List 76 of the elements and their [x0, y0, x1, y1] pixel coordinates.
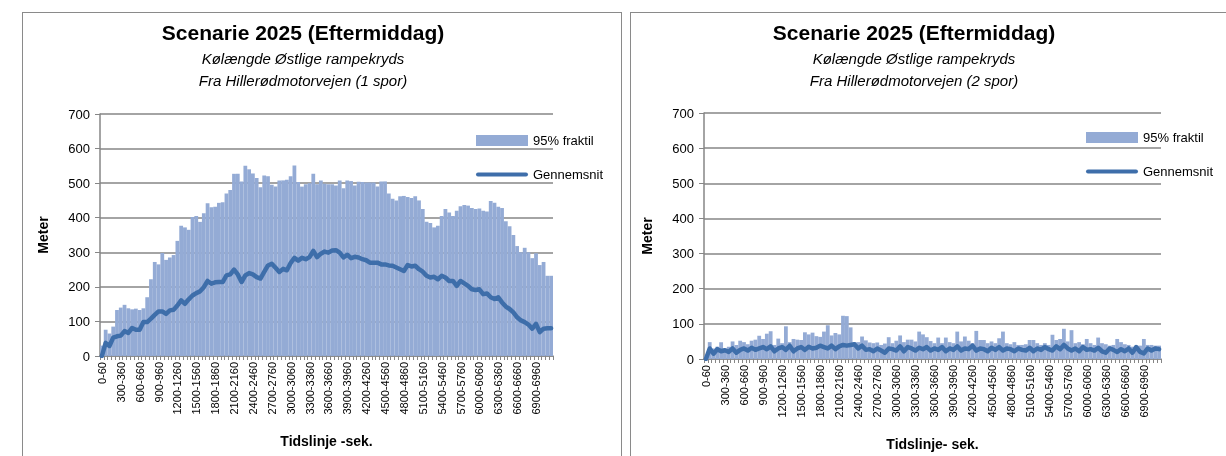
y-tick-label: 300 — [68, 244, 90, 260]
y-tick-label: 300 — [672, 246, 694, 262]
x-tick-label: 3300-3360 — [303, 362, 316, 415]
chart-subtitle: Kølængde Østlige rampekryds Fra Hillerødmotorvejen (2 spor) — [809, 49, 1019, 89]
x-tick-label: 4800-4860 — [1004, 365, 1017, 418]
x-tick-label: 1800-1860 — [209, 362, 222, 415]
y-tick-label: 200 — [672, 281, 694, 297]
x-tick-label: 6000-6060 — [1080, 365, 1093, 418]
x-tick-label: 1500-1560 — [190, 362, 203, 415]
x-axis-title: Tidslinje- sek. — [886, 436, 979, 452]
y-tick-label: 700 — [68, 106, 90, 122]
x-tick-label: 600-660 — [737, 365, 750, 406]
y-tick-label: 400 — [672, 210, 694, 226]
legend-label: 95% fraktil — [1143, 130, 1204, 145]
x-tick-label: 1200-1260 — [171, 362, 184, 415]
x-tick-label: 600-660 — [133, 362, 146, 403]
x-tick-label: 2700-2760 — [871, 365, 884, 418]
x-tick-label: 3300-3360 — [909, 365, 922, 418]
x-tick-label: 300-360 — [718, 365, 731, 406]
y-tick-label: 100 — [68, 313, 90, 329]
y-axis-title: Meter — [639, 216, 655, 255]
x-tick-label: 6300-6360 — [1099, 365, 1112, 418]
x-tick-label: 4500-4560 — [985, 365, 998, 418]
x-tick-label: 2700-2760 — [265, 362, 278, 415]
y-tick-label: 500 — [672, 175, 694, 191]
x-tick-label: 3600-3660 — [928, 365, 941, 418]
x-tick-label: 2400-2460 — [246, 362, 259, 415]
y-tick-label: 0 — [686, 351, 694, 367]
x-tick-label: 3000-3060 — [284, 362, 297, 415]
x-tick-label: 300-360 — [114, 362, 127, 403]
y-tick-label: 600 — [672, 140, 694, 156]
x-tick-label: 2400-2460 — [852, 365, 865, 418]
y-tick-label: 600 — [68, 141, 90, 157]
x-tick-label: 3900-3960 — [947, 365, 960, 418]
x-tick-label: 0-60 — [699, 365, 712, 388]
y-tick-label: 0 — [82, 348, 90, 364]
legend-label: 95% fraktil — [533, 133, 594, 148]
x-tick-label: 4200-4260 — [360, 362, 373, 415]
chart-title: Scenarie 2025 (Eftermiddag) — [161, 21, 445, 44]
x-tick-label: 5400-5460 — [1042, 365, 1055, 418]
x-tick-label: 6900-6960 — [1137, 365, 1150, 418]
x-tick-label: 3900-3960 — [341, 362, 354, 415]
chart-title: Scenarie 2025 (Eftermiddag) — [772, 21, 1056, 44]
x-tick-label: 4500-4560 — [379, 362, 392, 415]
x-tick-label: 5700-5760 — [454, 362, 467, 415]
legend-label: Gennemsnit — [533, 167, 604, 182]
x-tick-label: 5400-5460 — [435, 362, 448, 415]
y-tick-label: 100 — [672, 316, 694, 332]
x-tick-label: 1500-1560 — [795, 365, 808, 418]
chart-subtitle: Kølængde Østlige rampekryds Fra Hillerødmotorvejen (1 spor) — [198, 49, 408, 89]
x-tick-label: 900-960 — [152, 362, 165, 403]
x-tick-label: 5100-5160 — [1023, 365, 1036, 418]
x-tick-label: 1800-1860 — [814, 365, 827, 418]
x-tick-label: 5100-5160 — [416, 362, 429, 415]
y-tick-label: 200 — [68, 279, 90, 295]
x-tick-label: 2100-2160 — [228, 362, 241, 415]
x-tick-label: 3000-3060 — [890, 365, 903, 418]
x-tick-label: 3600-3660 — [322, 362, 335, 415]
y-tick-label: 700 — [672, 105, 694, 121]
x-tick-label: 6900-6960 — [530, 362, 543, 415]
x-tick-label: 6600-6660 — [1118, 365, 1131, 418]
x-tick-label: 1200-1260 — [776, 365, 789, 418]
x-tick-label: 6300-6360 — [492, 362, 505, 415]
x-tick-label: 0-60 — [95, 362, 108, 385]
x-tick-label: 900-960 — [757, 365, 770, 406]
x-tick-label: 6600-6660 — [511, 362, 524, 415]
x-tick-label: 5700-5760 — [1061, 365, 1074, 418]
x-tick-label: 4800-4860 — [397, 362, 410, 415]
y-tick-label: 500 — [68, 175, 90, 191]
x-tick-label: 6000-6060 — [473, 362, 486, 415]
x-tick-label: 2100-2160 — [833, 365, 846, 418]
y-tick-label: 400 — [68, 210, 90, 226]
y-axis-title: Meter — [35, 215, 51, 254]
x-tick-label: 4200-4260 — [966, 365, 979, 418]
x-axis-title: Tidslinje -sek. — [280, 433, 373, 449]
legend-label: Gennemsnit — [1143, 164, 1214, 179]
